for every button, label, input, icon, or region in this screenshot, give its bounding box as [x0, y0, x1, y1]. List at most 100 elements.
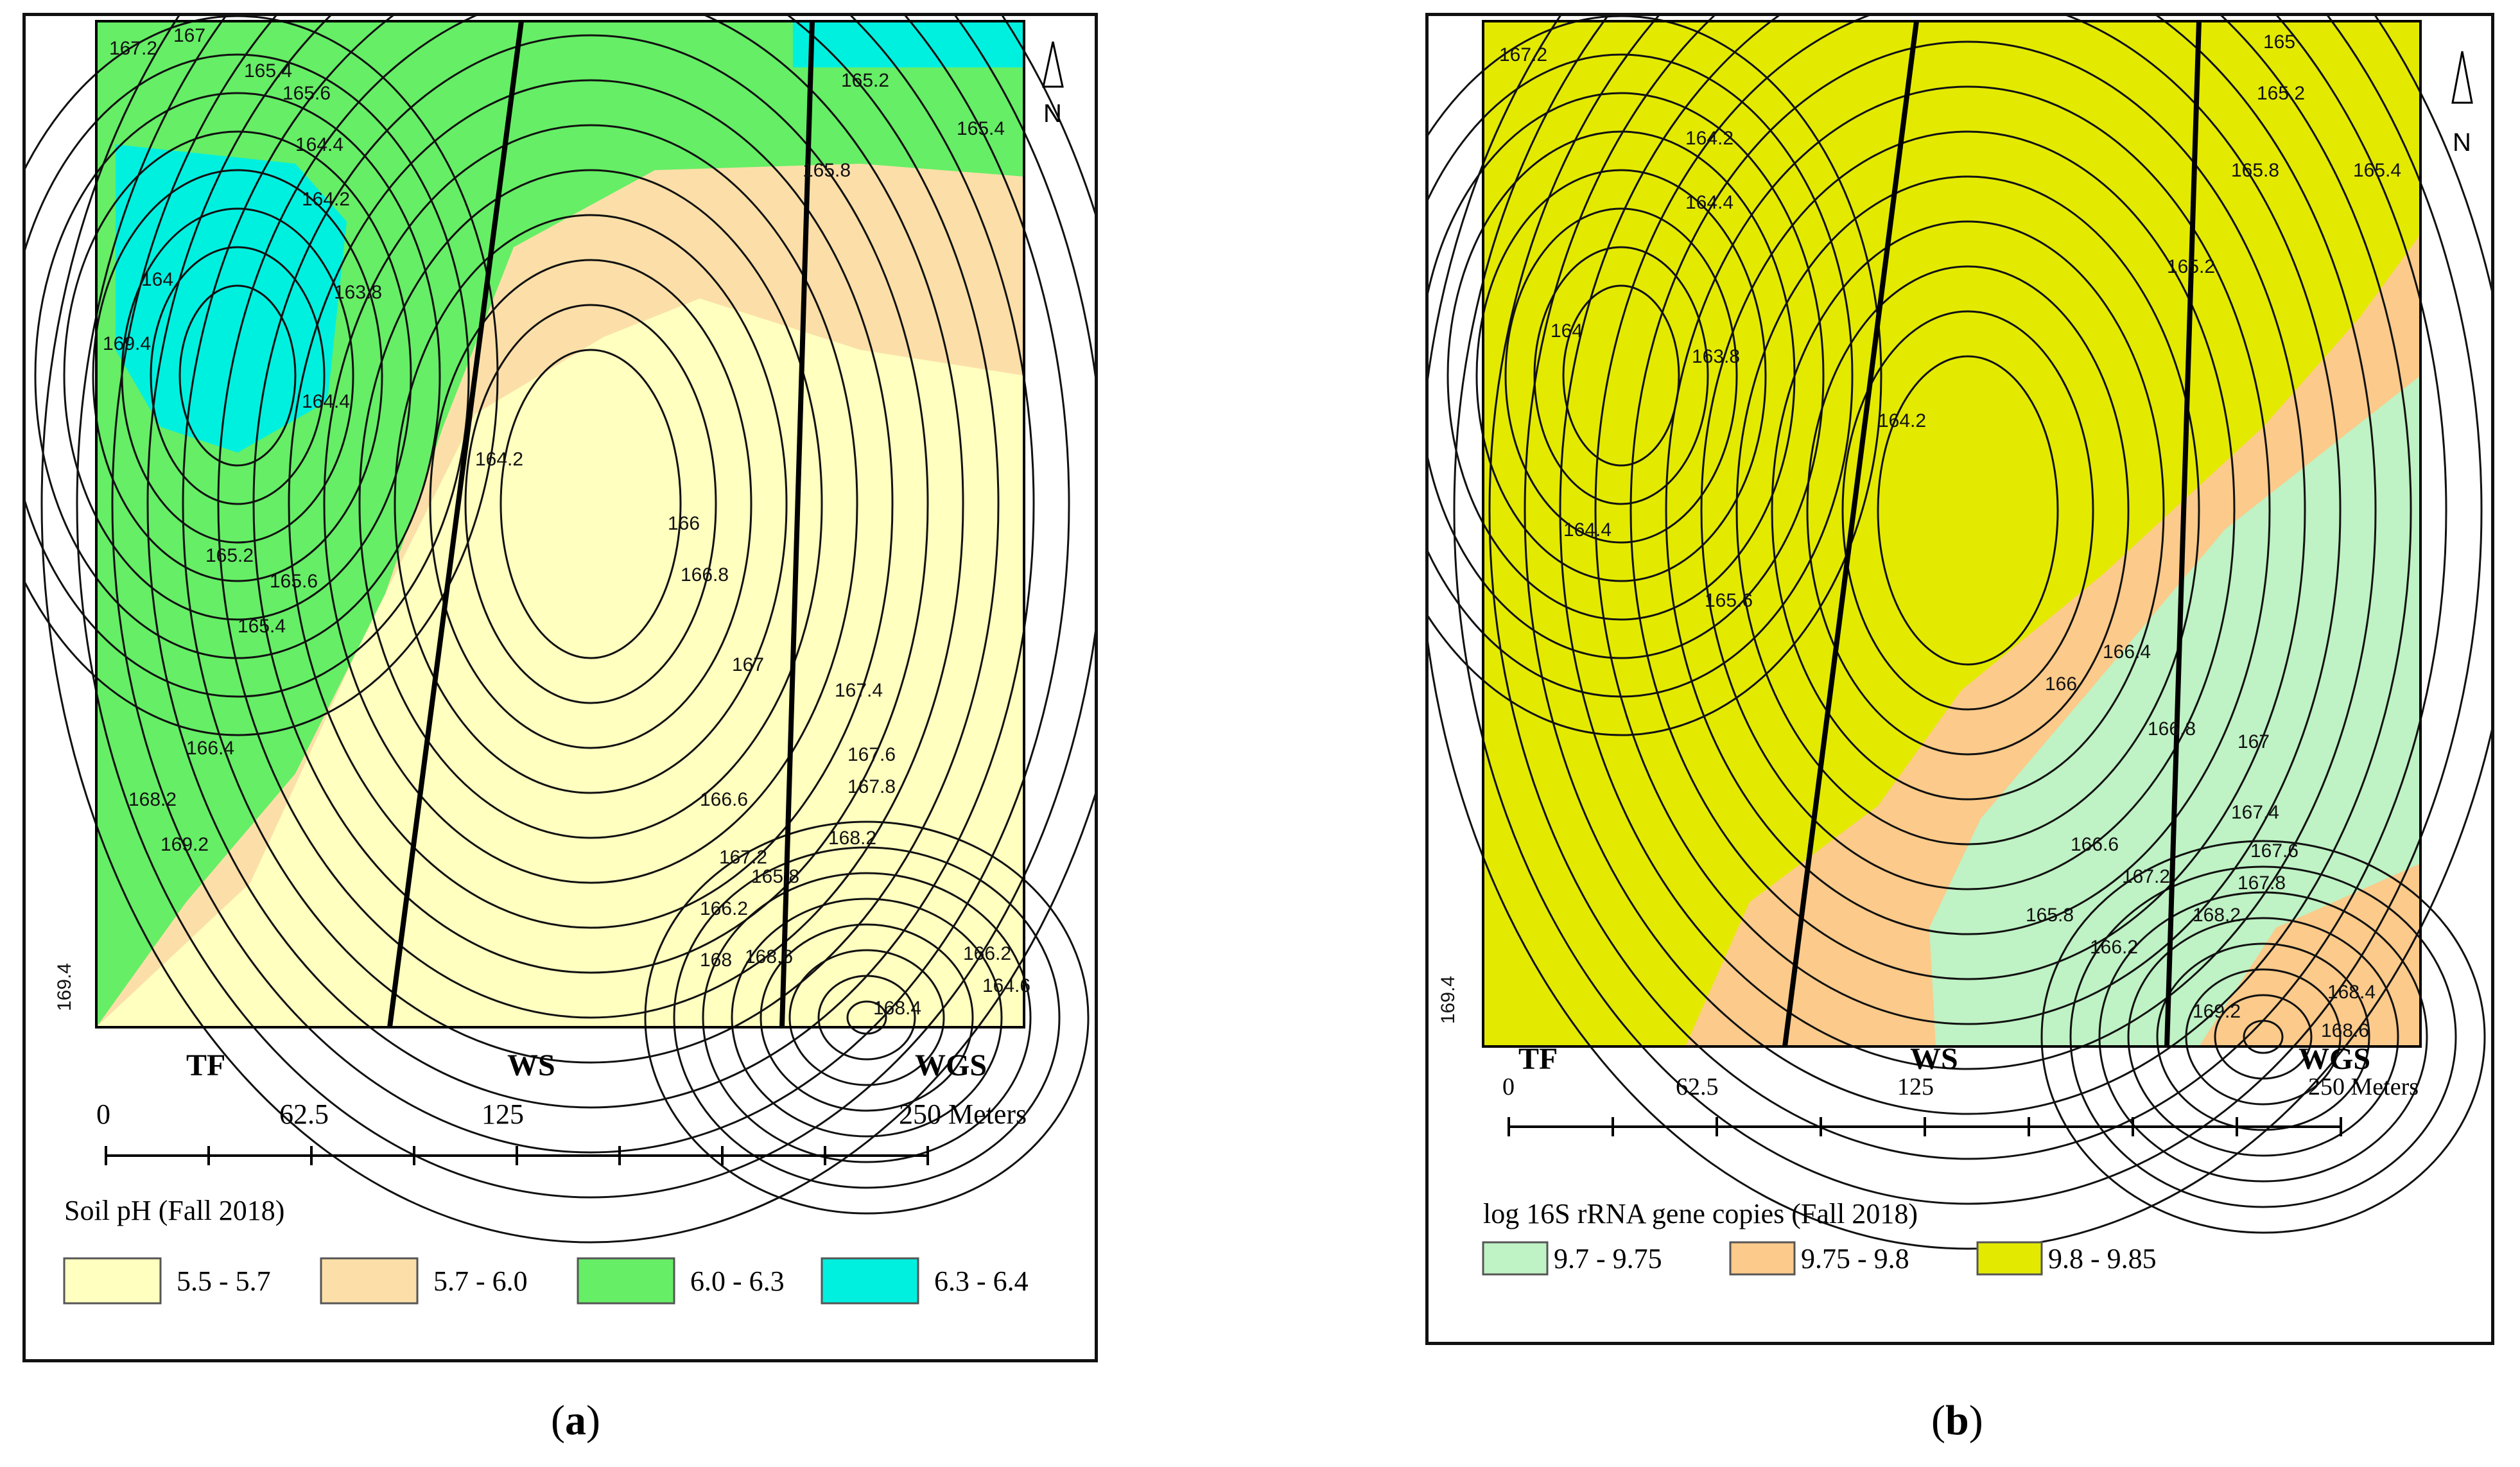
contour-label: 164.4	[295, 134, 343, 155]
scale-tick-label: 125	[482, 1098, 524, 1130]
site-label-wgs: WGS	[2298, 1042, 2370, 1076]
contour-line	[846, 1000, 887, 1035]
site-boundaries-b	[1782, 21, 2202, 1047]
map-frame-b	[1482, 20, 2422, 1048]
contour-label: 168.2	[828, 828, 876, 849]
legend-label: 5.5 - 5.7	[177, 1265, 271, 1297]
legend-swatch	[1729, 1241, 1796, 1276]
legend-swatch	[320, 1257, 419, 1305]
contour-line	[1771, 220, 2165, 801]
contour-line	[2127, 917, 2399, 1157]
contour-label: 165.8	[2026, 905, 2074, 926]
map-svg-a: 167.2167165.4165.6169.4165.2165.8165.416…	[26, 16, 1095, 1305]
contour-label: 169.2	[2193, 1001, 2241, 1022]
contour-label: 164	[1551, 320, 1583, 342]
legend-label: 6.3 - 6.4	[934, 1265, 1029, 1297]
contour-line	[2040, 840, 2486, 1234]
contour-label: 166.2	[2090, 937, 2138, 958]
site-label-tf: TF	[186, 1048, 225, 1082]
contour-label: 165.8	[2231, 160, 2279, 181]
contour-line	[1533, 246, 1709, 505]
contour-lines-a	[26, 16, 1095, 1244]
contour-line	[2214, 994, 2313, 1080]
contour-line	[26, 53, 470, 698]
contour-line	[76, 16, 1095, 1199]
contour-label: 164.4	[1685, 192, 1734, 213]
contour-line	[1629, 40, 2306, 980]
contour-labels-a: 167.2167165.4165.6169.4165.2165.8165.416…	[54, 25, 1030, 1019]
contour-label: 166	[668, 513, 700, 534]
contour-label: 167.8	[847, 776, 896, 797]
legend-label: 6.0 - 6.3	[690, 1265, 785, 1297]
contour-label: 165.6	[282, 83, 331, 104]
zone-ph-6.3-6.4-north	[793, 21, 1024, 67]
north-label: N	[1043, 100, 1062, 128]
contour-label: 167.4	[835, 680, 883, 701]
contour-line	[731, 898, 1003, 1138]
contour-label: 167.8	[2238, 872, 2286, 894]
contour-label: 164.4	[302, 391, 350, 412]
legend-label: 9.75 - 9.8	[1801, 1243, 1909, 1274]
contour-line	[2156, 942, 2370, 1131]
panel-a-soil-ph-map: 167.2 167 165.4 165.6 169.4 165.2 165.8 165.4 16…	[22, 13, 1098, 1362]
contour-line	[182, 16, 1000, 1064]
contour-line	[1594, 16, 2342, 1025]
caption-a: (a)	[551, 1397, 600, 1444]
scale-tick-label: 0	[96, 1098, 110, 1130]
contour-line	[1453, 16, 2483, 1205]
contour-line	[1429, 16, 1882, 736]
contour-label: 167	[2238, 731, 2270, 752]
contour-line	[2185, 968, 2342, 1106]
legend-label: 5.7 - 6.0	[433, 1265, 528, 1297]
north-label: N	[2453, 128, 2471, 157]
contour-line	[288, 79, 894, 929]
contour-label: 166.6	[2071, 834, 2119, 855]
contour-label: 165.2	[205, 545, 254, 566]
contour-label: 169.4	[1438, 976, 1459, 1024]
scale-tick-label: 62.5	[1676, 1073, 1719, 1100]
contour-line	[394, 214, 788, 794]
north-arrow-shape	[2451, 51, 2473, 104]
contour-label: 166.8	[681, 564, 729, 586]
contour-label: 165.4	[2353, 160, 2401, 181]
contour-line	[1429, 92, 1825, 659]
contour-label: 165	[2263, 31, 2295, 53]
site-label-wgs: WGS	[915, 1048, 987, 1082]
contour-line	[644, 820, 1090, 1215]
contour-label: 168.2	[128, 789, 177, 810]
contour-label: 165.4	[238, 616, 286, 637]
contour-line	[63, 130, 412, 621]
contour-label: 168.2	[2193, 905, 2241, 926]
contour-label: 167.4	[2231, 802, 2279, 823]
contour-line	[1559, 16, 2377, 1070]
zone-ph-6.0-6.3-north	[514, 21, 1024, 247]
contour-label: 167.6	[847, 744, 896, 765]
scale-tick-label: 0	[1502, 1073, 1515, 1100]
contour-line	[2069, 865, 2457, 1208]
contour-line	[1504, 207, 1738, 544]
panel-b-16s-rrna-map: 167.2 165 165.2 165.4 169.4 165.8 165.2 164.4 16…	[1425, 13, 2494, 1345]
contour-line	[788, 949, 945, 1086]
contour-label: 168	[700, 950, 732, 971]
contour-line	[92, 169, 383, 582]
boundary-tf-ws	[387, 21, 524, 1028]
scale-bar-b	[1508, 1117, 2342, 1136]
legend-swatch	[1976, 1241, 2043, 1276]
contour-line	[111, 16, 1070, 1154]
contour-line	[26, 16, 499, 736]
contour-label: 166.2	[963, 943, 1011, 964]
boundary-ws-wgs	[779, 21, 815, 1028]
contour-label: 165.2	[841, 70, 889, 91]
legend-swatch	[63, 1257, 162, 1305]
contour-line	[217, 16, 964, 1019]
contour-label: 163.8	[334, 282, 382, 303]
zone-ph-6.3-6.4-west	[116, 144, 347, 453]
map-area-a: 167.2167165.4165.6169.4165.2165.8165.416…	[26, 16, 1095, 1244]
scale-tick-label: 250 Meters	[2308, 1073, 2419, 1100]
contour-label: 166	[2045, 673, 2077, 695]
legend-label: 9.7 - 9.75	[1554, 1243, 1662, 1274]
site-label-ws: WS	[1910, 1042, 1958, 1076]
contour-label: 169.4	[103, 333, 151, 354]
legend-swatch	[1482, 1241, 1549, 1276]
contour-line	[429, 259, 752, 749]
